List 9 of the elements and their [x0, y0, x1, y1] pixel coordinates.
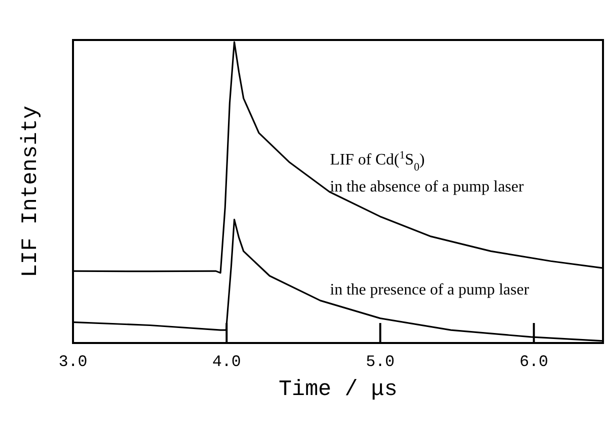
series-label: in the presence of a pump laser — [330, 282, 530, 299]
x-tick-label: 6.0 — [519, 353, 548, 371]
x-axis-title: Time / μs — [278, 377, 398, 402]
series-label: in the absence of a pump laser — [330, 178, 524, 196]
x-tick-label: 5.0 — [366, 353, 395, 371]
x-tick-label: 3.0 — [58, 353, 88, 371]
y-axis-title: LIF Intensity — [18, 106, 43, 278]
annotation: LIF of Cd($^{1}$S$_{0}$) — [330, 150, 425, 174]
x-tick-label: 4.0 — [212, 353, 242, 371]
